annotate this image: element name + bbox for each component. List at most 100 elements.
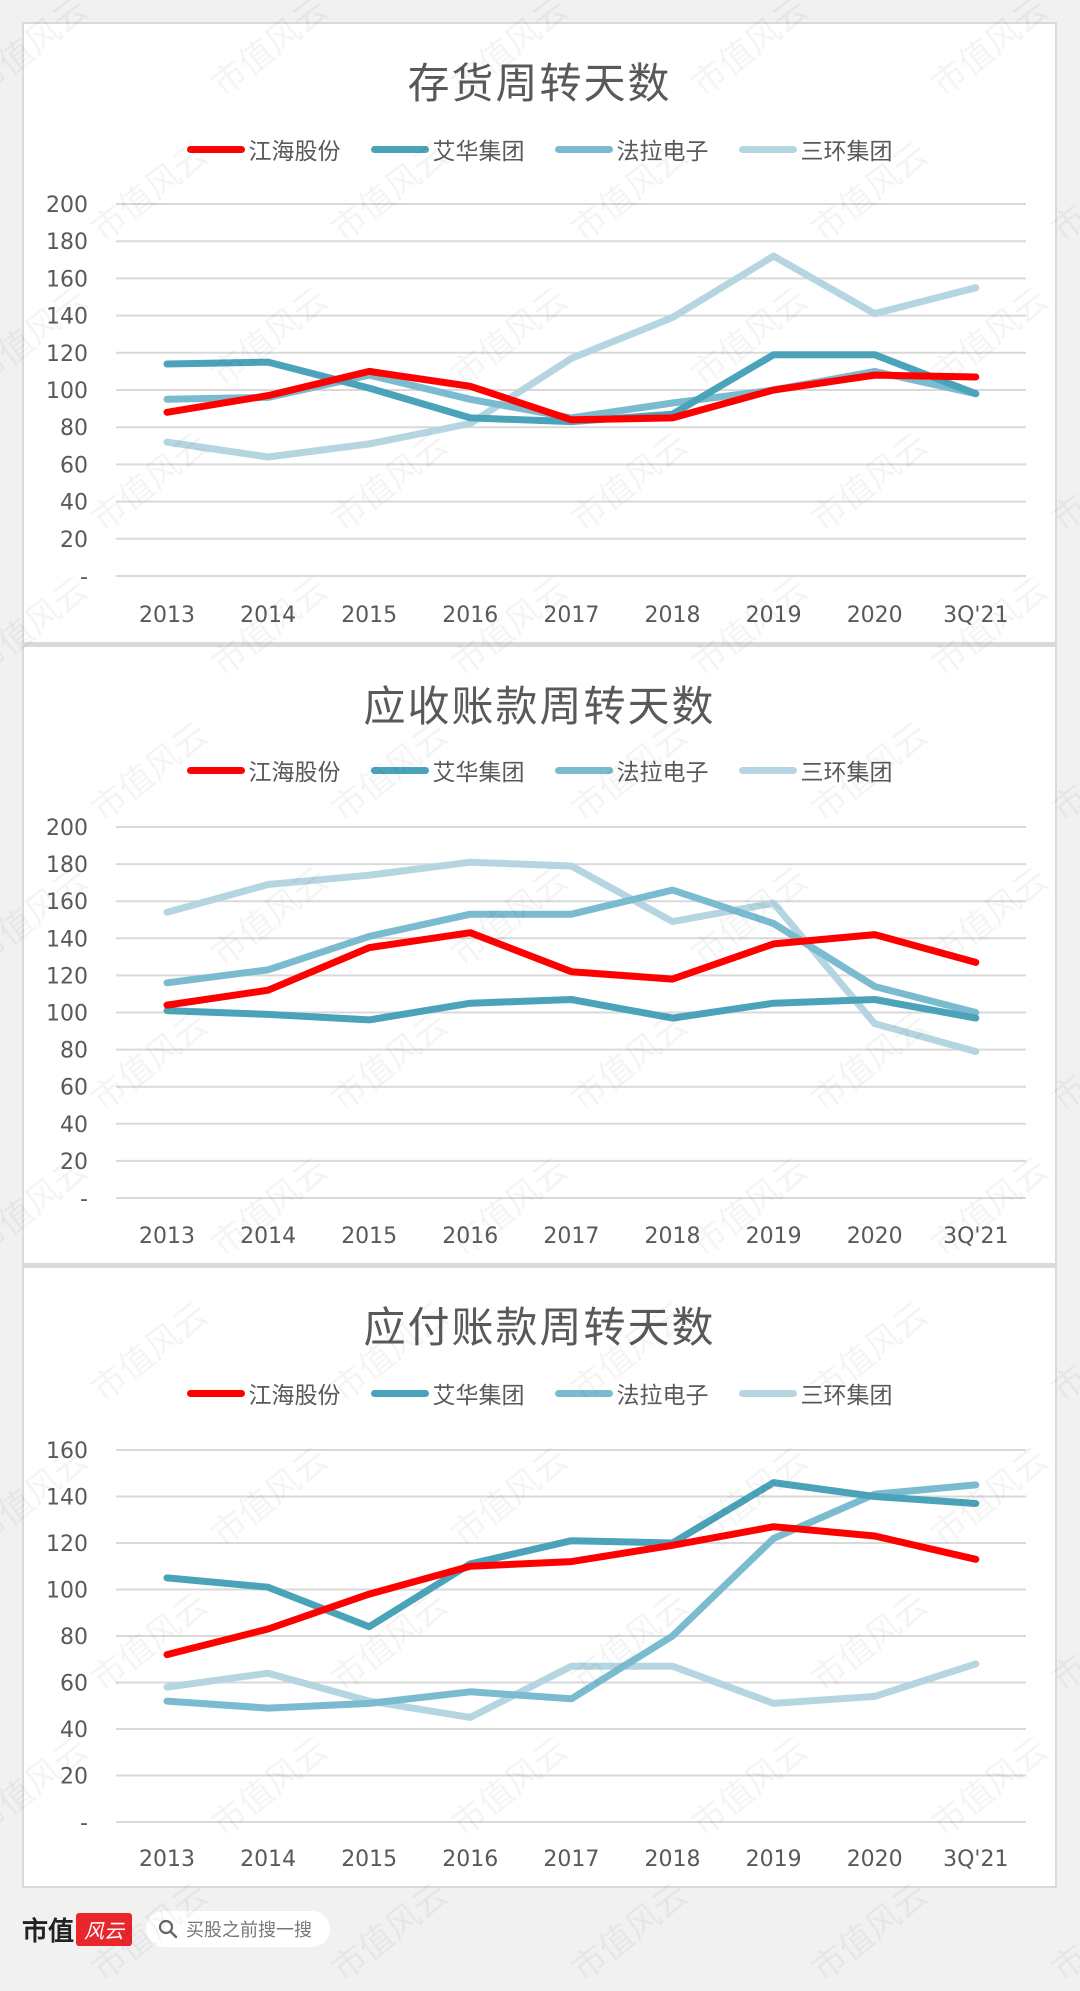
y-tick-label: 100 xyxy=(46,1579,88,1604)
y-tick-label: 100 xyxy=(46,1002,88,1027)
y-tick-label: 200 xyxy=(46,193,88,218)
brand-logo-badge: 风云 xyxy=(76,1912,133,1946)
chart-legend: 江海股份 艾华集团 法拉电子 三环集团 xyxy=(24,753,1055,787)
chart-title: 存货周转天数 xyxy=(407,59,672,108)
legend-swatch-icon xyxy=(186,145,245,153)
y-tick-label: 60 xyxy=(60,453,88,478)
y-tick-label: 160 xyxy=(46,1439,88,1464)
y-tick-label: 200 xyxy=(46,816,88,841)
chart-legend: 江海股份 艾华集团 法拉电子 三环集团 xyxy=(24,132,1055,166)
brand-logo-text: 市值 xyxy=(22,1916,75,1947)
y-tick-label: 140 xyxy=(46,305,88,330)
legend-swatch-icon xyxy=(738,1389,797,1397)
x-tick-label: 2017 xyxy=(543,1847,599,1872)
x-tick-label: 2015 xyxy=(341,1847,397,1872)
x-tick-label: 2016 xyxy=(442,1847,498,1872)
x-tick-label: 2013 xyxy=(139,1224,195,1249)
series-line xyxy=(163,858,980,1055)
y-tick-label: 120 xyxy=(46,342,88,367)
search-icon xyxy=(158,1919,178,1939)
y-tick-label: 140 xyxy=(46,1486,88,1511)
legend-item-sanhuan: 三环集团 xyxy=(738,132,893,166)
y-tick-label: 80 xyxy=(60,1039,88,1064)
y-tick-label: 160 xyxy=(46,890,88,915)
y-tick-label: 120 xyxy=(46,1532,88,1557)
y-tick-label: 100 xyxy=(46,379,88,404)
legend-item-sanhuan: 三环集团 xyxy=(738,1376,893,1410)
x-tick-label: 2020 xyxy=(847,1847,903,1872)
x-tick-label: 2017 xyxy=(543,603,599,628)
legend-item-jianghai: 江海股份 xyxy=(186,132,341,166)
legend-item-aihua: 艾华集团 xyxy=(370,132,525,166)
chart-card-receivables-turnover: 应收账款周转天数 江海股份 艾华集团 法拉电子 三环集团 - 20 40 60 80 10… xyxy=(24,647,1055,1263)
y-tick-label: 160 xyxy=(46,267,88,292)
x-tick-label: 2013 xyxy=(139,1847,195,1872)
y-tick-label: 40 xyxy=(60,1113,88,1138)
x-tick-label: 2017 xyxy=(543,1224,599,1249)
legend-item-aihua: 艾华集团 xyxy=(370,753,525,787)
legend-swatch-icon xyxy=(738,145,797,153)
x-tick-label: 3Q'21 xyxy=(943,603,1008,628)
series-line xyxy=(163,1481,980,1712)
x-tick-label: 2015 xyxy=(341,603,397,628)
legend-swatch-icon xyxy=(554,145,613,153)
x-tick-label: 2018 xyxy=(645,603,701,628)
series-line xyxy=(163,367,980,424)
x-tick-label: 2019 xyxy=(746,1224,802,1249)
x-tick-label: 2019 xyxy=(746,603,802,628)
y-tick-label: 60 xyxy=(60,1076,88,1101)
legend-item-fala: 法拉电子 xyxy=(554,1376,709,1410)
y-tick-label: 180 xyxy=(46,230,88,255)
search-box[interactable]: 买股之前搜一搜 xyxy=(146,1911,331,1947)
x-tick-label: 2020 xyxy=(847,603,903,628)
chart-card-inventory-turnover: 存货周转天数 江海股份 艾华集团 法拉电子 三环集团 - 20 40 60 80 100 1… xyxy=(24,24,1055,642)
legend-swatch-icon xyxy=(370,1389,429,1397)
y-tick-label: 40 xyxy=(60,1718,88,1743)
legend-swatch-icon xyxy=(738,766,797,774)
legend-item-jianghai: 江海股份 xyxy=(186,1376,341,1410)
y-tick-label: - xyxy=(80,1187,88,1212)
y-tick-label: - xyxy=(80,565,88,590)
footer-bar: 市值 风云 买股之前搜一搜 xyxy=(22,1905,331,1953)
y-tick-label: 20 xyxy=(60,1150,88,1175)
x-tick-label: 2014 xyxy=(240,1847,296,1872)
legend-swatch-icon xyxy=(370,766,429,774)
legend-swatch-icon xyxy=(370,145,429,153)
search-placeholder: 买股之前搜一搜 xyxy=(186,1920,313,1941)
legend-swatch-icon xyxy=(554,766,613,774)
y-tick-label: 20 xyxy=(60,528,88,553)
x-tick-label: 2014 xyxy=(240,1224,296,1249)
legend-item-fala: 法拉电子 xyxy=(554,753,709,787)
y-tick-label: 60 xyxy=(60,1672,88,1697)
legend-swatch-icon xyxy=(186,766,245,774)
chart-title: 应收账款周转天数 xyxy=(363,682,716,731)
chart-title: 应付账款周转天数 xyxy=(363,1303,716,1352)
y-tick-label: 80 xyxy=(60,416,88,441)
x-tick-label: 2018 xyxy=(645,1847,701,1872)
line-chart-plot: - 20 40 60 80 100 120 140 160 2013 2014 2015 2016 201… xyxy=(46,1439,1026,1872)
series-line xyxy=(163,929,980,1009)
y-tick-label: 40 xyxy=(60,491,88,516)
series-line xyxy=(163,886,980,1016)
x-tick-label: 2018 xyxy=(645,1224,701,1249)
series-line xyxy=(163,252,980,461)
line-chart-plot: - 20 40 60 80 100 120 140 160 180 200 2013 2014 2015 2… xyxy=(46,816,1026,1249)
legend-item-jianghai: 江海股份 xyxy=(186,753,341,787)
x-tick-label: 2013 xyxy=(139,603,195,628)
x-tick-label: 2020 xyxy=(847,1224,903,1249)
x-tick-label: 2016 xyxy=(442,1224,498,1249)
y-tick-label: 140 xyxy=(46,927,88,952)
x-tick-label: 3Q'21 xyxy=(943,1847,1008,1872)
y-tick-label: - xyxy=(80,1811,88,1836)
x-tick-label: 3Q'21 xyxy=(943,1224,1008,1249)
series-line xyxy=(163,1660,980,1721)
x-tick-label: 2014 xyxy=(240,603,296,628)
line-chart-plot: - 20 40 60 80 100 120 140 160 180 200 2013 2014 2015 2… xyxy=(46,193,1026,628)
y-tick-label: 180 xyxy=(46,853,88,878)
x-tick-label: 2015 xyxy=(341,1224,397,1249)
series-line xyxy=(163,996,980,1024)
legend-item-fala: 法拉电子 xyxy=(554,132,709,166)
legend-item-sanhuan: 三环集团 xyxy=(738,753,893,787)
legend-swatch-icon xyxy=(554,1389,613,1397)
x-tick-label: 2019 xyxy=(746,1847,802,1872)
